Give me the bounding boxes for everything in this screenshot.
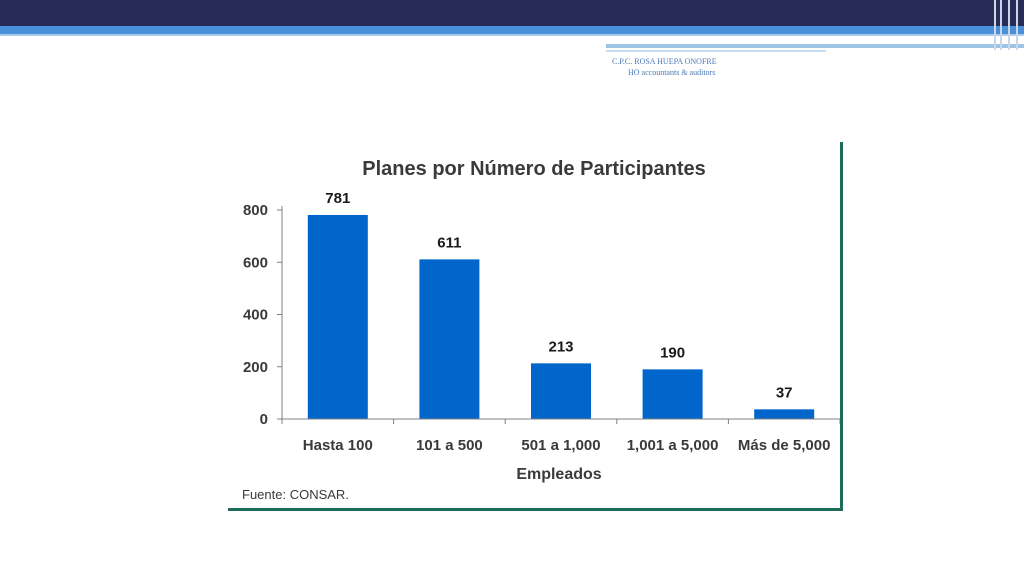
y-tick-label: 800 (243, 202, 268, 219)
y-tick-label: 600 (243, 254, 268, 271)
x-tick-label: 501 a 1,000 (521, 437, 600, 454)
x-axis: Hasta 100 101 a 500 501 a 1,000 1,001 a 5,0… (281, 418, 840, 454)
header-credit-name: C.P.C. ROSA HUEPA ONOFRE (612, 57, 717, 66)
bar-value-label: 190 (660, 344, 685, 361)
bar (531, 363, 591, 419)
bar-value-label: 37 (776, 384, 793, 401)
header-accent-bar-thin (606, 50, 826, 52)
corner-deco-line (1008, 0, 1010, 50)
x-axis-label: Empleados (516, 466, 601, 483)
corner-deco-line (1016, 0, 1018, 50)
top-banner (0, 0, 1024, 26)
chart-container: Planes por Número de Participantes 0 200 4… (228, 142, 843, 511)
bar (642, 369, 703, 419)
header-accent-bar (606, 44, 1024, 48)
bar (754, 409, 815, 419)
x-tick-label: Más de 5,000 (738, 437, 831, 454)
bar-value-label: 213 (548, 338, 573, 355)
y-tick-label: 400 (243, 307, 268, 324)
corner-deco-line (1000, 0, 1002, 50)
bar-value-label: 781 (325, 190, 350, 207)
bar (419, 259, 480, 419)
chart-source: Fuente: CONSAR. (242, 487, 349, 502)
top-stripe-thin (0, 34, 1024, 36)
corner-deco-line (994, 0, 996, 50)
y-tick-label: 200 (243, 359, 268, 376)
y-tick-label: 0 (260, 411, 268, 428)
x-tick-label: Hasta 100 (303, 437, 373, 454)
bars-group: 781 611 213 190 37 (307, 190, 815, 419)
chart-title: Planes por Número de Participantes (362, 158, 705, 180)
top-stripe (0, 26, 1024, 34)
x-tick-label: 1,001 a 5,000 (627, 437, 719, 454)
header-credit-firm: HO accountants & auditors (628, 68, 716, 77)
header-credit: C.P.C. ROSA HUEPA ONOFRE HO accountants … (612, 56, 772, 78)
bar-chart: Planes por Número de Participantes 0 200 4… (242, 158, 840, 502)
y-axis: 0 200 400 600 800 (243, 202, 283, 428)
bar-value-label: 611 (437, 234, 461, 251)
x-tick-label: 101 a 500 (416, 437, 483, 454)
bar (307, 214, 368, 419)
